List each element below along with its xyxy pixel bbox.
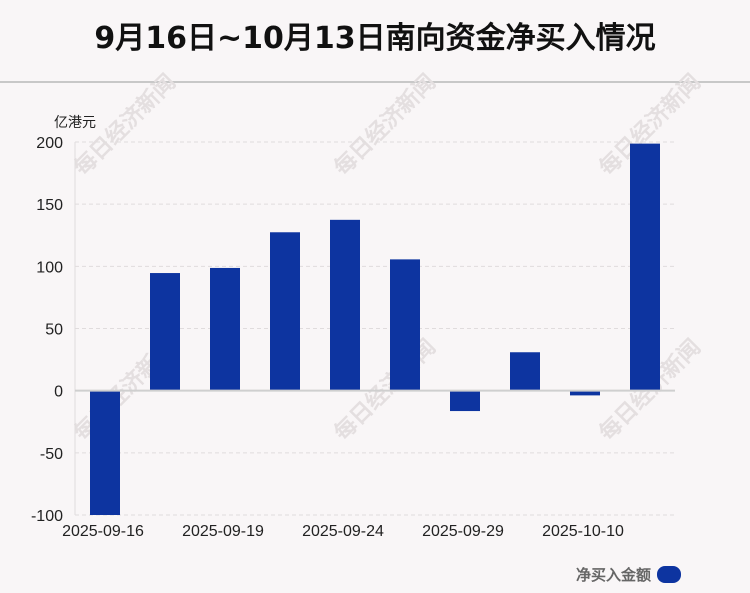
y-tick-label: 200 (36, 135, 63, 152)
y-axis-unit-label: 亿港元 (54, 115, 96, 131)
bar (330, 219, 360, 391)
bar (570, 390, 600, 396)
x-tick-label: 2025-09-16 (62, 523, 144, 540)
bar (450, 390, 480, 412)
bar (270, 232, 300, 391)
legend: 净买入金额 (576, 564, 682, 585)
x-tick-label: 2025-10-10 (542, 523, 624, 540)
bar (90, 390, 120, 515)
watermark-text: 每日经济新闻 (69, 69, 181, 181)
y-tick-label: 150 (36, 197, 63, 214)
legend-label: 净买入金额 (576, 566, 652, 584)
chart-title: 9月16日~10月13日南向资金净买入情况 (94, 21, 656, 56)
x-tick-label: 2025-09-19 (182, 523, 264, 540)
y-tick-label: 50 (45, 322, 63, 339)
bar (390, 259, 420, 391)
x-tick-label: 2025-09-29 (422, 523, 504, 540)
y-tick-label: -100 (31, 508, 63, 525)
legend-swatch (657, 566, 682, 583)
bar (630, 143, 660, 391)
bar (150, 273, 180, 391)
bar (210, 267, 240, 391)
x-tick-label: 2025-09-24 (302, 523, 384, 540)
y-tick-label: 100 (36, 259, 63, 276)
watermark-text: 每日经济新闻 (329, 69, 441, 181)
y-tick-label: -50 (40, 446, 63, 463)
y-tick-label: 0 (54, 384, 63, 401)
bar (510, 352, 540, 391)
title-divider (0, 81, 750, 83)
